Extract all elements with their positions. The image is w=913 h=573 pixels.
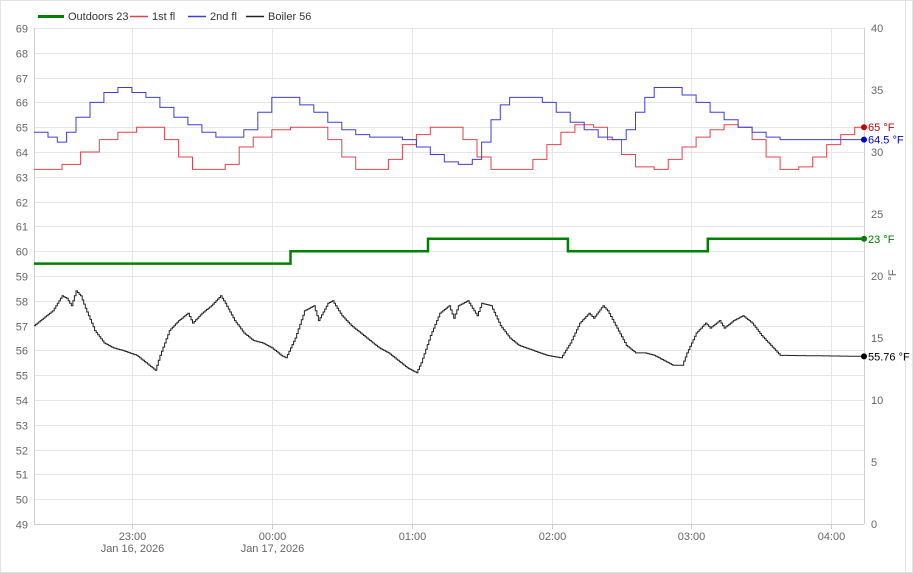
- y-left-tick-label: 52: [16, 446, 28, 458]
- x-tick-sublabel: Jan 17, 2026: [241, 543, 305, 555]
- y-left-tick-label: 67: [16, 74, 28, 86]
- y-left-tick-label: 59: [16, 272, 28, 284]
- y-right-tick-label: 10: [871, 395, 883, 407]
- y-left-tick-label: 68: [16, 49, 28, 61]
- y-right-tick-label: 15: [871, 333, 883, 345]
- y-right-tick-label: 35: [871, 85, 883, 97]
- y-right-tick-label: 20: [871, 271, 883, 283]
- y-left-tick-label: 50: [16, 495, 28, 507]
- y-left-tick-label: 55: [16, 371, 28, 383]
- y-left-tick-label: 49: [16, 520, 28, 532]
- x-tick-label: 03:00: [678, 531, 706, 543]
- legend-item-label[interactable]: Outdoors 23: [68, 11, 129, 23]
- x-tick-label: 04:00: [818, 531, 846, 543]
- series-line-boiler-56: [34, 290, 865, 374]
- y-left-tick-label: 63: [16, 173, 28, 185]
- y-left-tick-label: 60: [16, 247, 28, 259]
- y-right-tick-label: 25: [871, 209, 883, 221]
- legend-item-label[interactable]: 2nd fl: [210, 11, 237, 23]
- series-line-1st-fl: [34, 124, 864, 170]
- y-left-tick-label: 57: [16, 322, 28, 334]
- series-end-marker: [861, 353, 867, 360]
- y-right-tick-label: 40: [871, 23, 883, 35]
- x-tick-label: 23:00: [119, 531, 147, 543]
- y-left-tick-label: 54: [16, 396, 28, 408]
- y-left-tick-label: 64: [16, 148, 28, 160]
- y-right-tick-label: 5: [871, 457, 877, 469]
- x-tick-label: 00:00: [259, 531, 287, 543]
- series-line-outdoors-23: [34, 237, 864, 265]
- y-left-tick-label: 65: [16, 123, 28, 135]
- y-left-tick-label: 61: [16, 222, 28, 234]
- x-tick-sublabel: Jan 16, 2026: [101, 543, 165, 555]
- y-left-tick-label: 58: [16, 297, 28, 309]
- x-tick-label: 02:00: [539, 531, 567, 543]
- y-left-tick-label: 56: [16, 346, 28, 358]
- y-left-tick-label: 69: [16, 24, 28, 36]
- series-end-label: 23 °F: [868, 234, 895, 246]
- series-end-marker: [861, 235, 867, 242]
- series-end-marker: [861, 124, 867, 131]
- y-right-tick-label: 0: [871, 519, 877, 531]
- series-end-label: 65 °F: [868, 122, 895, 134]
- series-line-2nd-fl: [34, 87, 864, 165]
- legend-item-label[interactable]: 1st fl: [152, 11, 175, 23]
- series-end-label: 55.76 °F: [868, 351, 910, 363]
- series-end-label: 64.5 °F: [868, 135, 904, 147]
- y-left-tick-label: 66: [16, 98, 28, 110]
- y-left-tick-label: 62: [16, 198, 28, 210]
- legend-item-label[interactable]: Boiler 56: [268, 11, 311, 23]
- y-right-tick-label: 30: [871, 147, 883, 159]
- y-right-axis-label: °F: [887, 269, 899, 280]
- x-tick-label: 01:00: [399, 531, 427, 543]
- series-end-marker: [861, 136, 867, 143]
- y-left-tick-label: 51: [16, 470, 28, 482]
- y-left-tick-label: 53: [16, 421, 28, 433]
